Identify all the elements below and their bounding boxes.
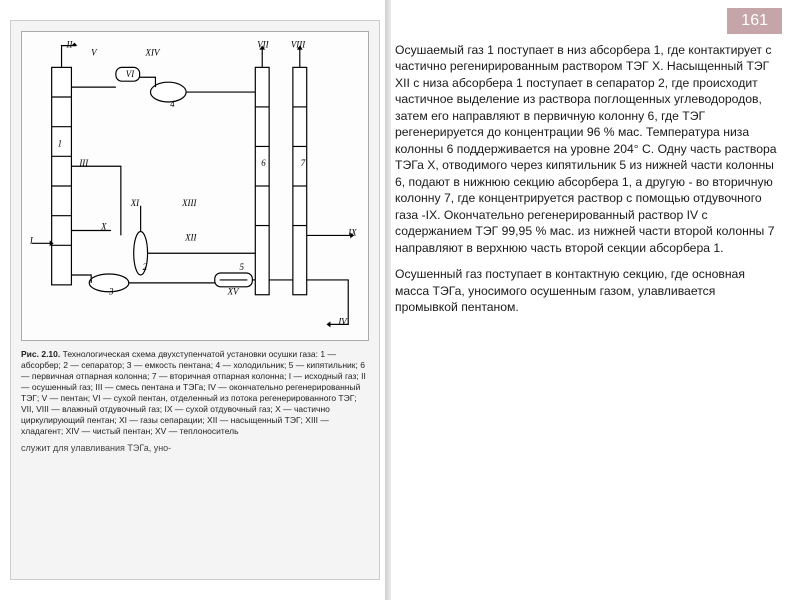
svg-text:III: III (78, 158, 89, 168)
panel-divider (385, 0, 391, 600)
svg-text:II: II (65, 40, 73, 50)
paragraph-2: Осушенный газ поступает в контактную сек… (395, 266, 780, 315)
svg-text:X: X (100, 221, 107, 231)
svg-text:V: V (91, 48, 98, 58)
svg-text:XV: XV (227, 287, 240, 297)
svg-text:XII: XII (184, 232, 197, 242)
svg-text:VII: VII (257, 40, 269, 50)
caption-title: Рис. 2.10. (21, 349, 60, 359)
svg-text:1: 1 (58, 138, 62, 148)
svg-text:XI: XI (130, 198, 140, 208)
svg-text:6: 6 (261, 158, 266, 168)
svg-text:5: 5 (239, 262, 244, 272)
svg-text:2: 2 (143, 262, 148, 272)
svg-text:VI: VI (126, 69, 135, 79)
svg-text:3: 3 (108, 287, 114, 297)
process-diagram: IIIIIIIVVVIVIIVIIIIXXXIXIIXIIIXIVXV 1234… (21, 31, 369, 341)
figure-caption: Рис. 2.10. Технологическая схема двухсту… (21, 349, 369, 437)
svg-text:XIII: XIII (181, 198, 197, 208)
page-number: 161 (727, 8, 782, 34)
svg-text:IV: IV (337, 316, 348, 326)
text-panel: Осушаемый газ 1 поступает в низ абсорбер… (395, 42, 790, 592)
figure-panel: IIIIIIIVVVIVIIVIIIIXXXIXIIXIIIXIVXV 1234… (10, 20, 380, 580)
svg-text:XIV: XIV (145, 48, 161, 58)
svg-text:4: 4 (170, 99, 175, 109)
svg-text:IX: IX (347, 227, 357, 237)
caption-body: Технологическая схема двухступенчатой ус… (21, 349, 366, 436)
svg-text:VIII: VIII (291, 40, 306, 50)
paragraph-1: Осушаемый газ 1 поступает в низ абсорбер… (395, 42, 780, 256)
svg-text:7: 7 (301, 158, 306, 168)
cutoff-line: служит для улавливания ТЭГа, уно- (21, 443, 369, 453)
